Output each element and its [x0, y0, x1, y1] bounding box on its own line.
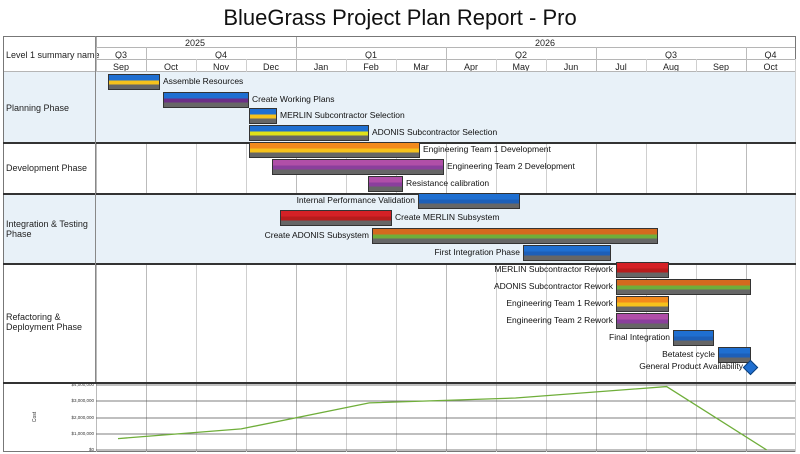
quarter-label: Q1 [364, 50, 377, 60]
task-label: Create MERLIN Subsystem [395, 212, 500, 222]
task-label: ADONIS Subcontractor Rework [493, 281, 613, 291]
month-label: Oct [763, 62, 778, 72]
month-label: Mar [413, 62, 429, 72]
task-bar[interactable] [272, 159, 444, 175]
month-label: May [512, 62, 530, 72]
month-label: Feb [363, 62, 379, 72]
name-column-divider [95, 36, 96, 382]
quarter-label: Q2 [514, 50, 527, 60]
header-rule [96, 47, 795, 48]
task-label: Engineering Team 2 Rework [506, 315, 613, 325]
quarter-label: Q3 [664, 50, 677, 60]
phase-label-integration: Integration & Testing Phase [6, 219, 88, 239]
task-label: Engineering Team 2 Development [447, 161, 575, 171]
month-label: Nov [212, 62, 229, 72]
phase-separator [3, 382, 796, 384]
task-label: Create ADONIS Subsystem [264, 230, 369, 240]
year-2025: 2025 [185, 38, 206, 48]
month-label: Sep [112, 62, 129, 72]
month-label: Sep [712, 62, 729, 72]
task-bar[interactable] [718, 347, 751, 363]
phase-separator [3, 263, 796, 265]
task-bar[interactable] [280, 210, 392, 226]
month-gridline [795, 59, 796, 452]
header-rule [96, 59, 795, 60]
phase-separator [3, 193, 796, 195]
task-label: Betatest cycle [662, 349, 715, 359]
task-label: Engineering Team 1 Rework [506, 298, 613, 308]
month-label: Aug [662, 62, 679, 72]
task-bar[interactable] [616, 296, 669, 312]
task-bar[interactable] [249, 142, 420, 158]
column-label: Level 1 summary name [6, 50, 100, 60]
cost-tick-label: $0 [88, 447, 94, 452]
task-bar[interactable] [616, 262, 669, 278]
header-rule [4, 71, 795, 72]
task-label: First Integration Phase [434, 247, 520, 257]
month-label: Dec [262, 62, 279, 72]
task-bar[interactable] [616, 279, 751, 295]
task-bar[interactable] [108, 74, 160, 90]
task-bar[interactable] [616, 313, 669, 329]
task-bar[interactable] [372, 228, 658, 244]
quarter-label: Q3 [114, 50, 127, 60]
task-label: Engineering Team 1 Development [423, 144, 551, 154]
task-bar[interactable] [523, 245, 611, 261]
phase-label-planning: Planning Phase [6, 103, 70, 113]
task-bar[interactable] [163, 92, 249, 108]
cost-tick-label: $3,000,000 [71, 398, 94, 403]
cost-tick-label: $2,000,000 [71, 415, 94, 420]
month-label: Jan [313, 62, 329, 72]
report-title: BlueGrass Project Plan Report - Pro [223, 5, 577, 30]
month-label: Apr [463, 62, 478, 72]
task-label: MERLIN Subcontractor Selection [280, 110, 405, 120]
task-bar[interactable] [673, 330, 714, 346]
phase-label-refactoring: Refactoring & Deployment Phase [6, 312, 83, 332]
task-bar[interactable] [368, 176, 403, 192]
task-bar[interactable] [249, 108, 277, 124]
task-label: Assemble Resources [163, 76, 244, 86]
task-bar[interactable] [249, 125, 369, 141]
quarter-label: Q4 [214, 50, 227, 60]
month-label: Jul [615, 62, 627, 72]
task-label: Final Integration [609, 332, 670, 342]
task-label: MERLIN Subcontractor Rework [494, 264, 613, 274]
month-label: Oct [163, 62, 178, 72]
task-label: Resistance calibration [406, 178, 490, 188]
year-2026: 2026 [535, 38, 556, 48]
cost-chart [96, 384, 795, 451]
task-bar[interactable] [418, 193, 520, 209]
task-label: Internal Performance Validation [296, 195, 415, 205]
cost-tick-label: $4,000,000 [71, 382, 94, 387]
task-label: General Product Availability [639, 361, 743, 371]
task-label: ADONIS Subcontractor Selection [372, 127, 498, 137]
phase-label-development: Development Phase [6, 163, 88, 173]
task-label: Create Working Plans [252, 94, 335, 104]
cost-line [117, 385, 768, 451]
cost-tick-label: $1,000,000 [71, 431, 94, 436]
quarter-label: Q4 [764, 50, 777, 60]
month-label: Jun [563, 62, 579, 72]
